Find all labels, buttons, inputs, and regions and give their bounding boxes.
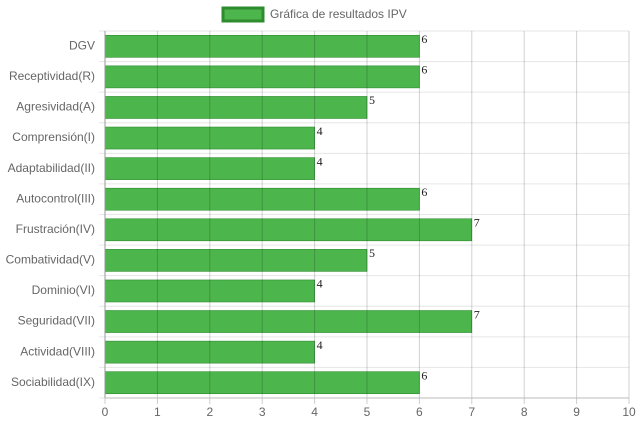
- category-label: Adaptabilidad(II): [8, 161, 95, 175]
- category-label: Actividad(VIII): [20, 344, 95, 358]
- x-tick-label: 2: [206, 405, 213, 419]
- x-tick-label: 0: [102, 405, 109, 419]
- data-label: 6: [421, 185, 427, 199]
- bar: [104, 96, 368, 119]
- data-label: 4: [317, 124, 323, 138]
- data-label: 7: [474, 307, 480, 321]
- category-label: Sociabilidad(IX): [11, 375, 95, 389]
- bar: [104, 310, 473, 333]
- data-label: 7: [474, 216, 480, 230]
- x-tick-label: 5: [364, 405, 371, 419]
- legend-label[interactable]: Gráfica de resultados IPV: [270, 7, 407, 21]
- data-label: 4: [317, 277, 323, 291]
- data-label: 4: [317, 154, 323, 168]
- category-label: Autocontrol(III): [16, 191, 95, 205]
- legend-swatch[interactable]: [221, 6, 265, 23]
- x-tick-label: 7: [468, 405, 475, 419]
- data-label: 6: [421, 368, 427, 382]
- data-label: 6: [421, 32, 427, 46]
- x-tick-label: 6: [416, 405, 423, 419]
- category-label: Frustración(IV): [16, 222, 95, 236]
- data-label: 4: [317, 338, 323, 352]
- bar: [104, 249, 368, 272]
- data-label: 5: [369, 93, 375, 107]
- data-label: 5: [369, 246, 375, 260]
- category-label: Combatividad(V): [6, 253, 95, 267]
- category-label: Seguridad(VII): [18, 314, 95, 328]
- category-label: Receptividad(R): [9, 69, 95, 83]
- x-tick-label: 3: [259, 405, 266, 419]
- category-label: DGV: [69, 38, 95, 52]
- x-tick-label: 10: [622, 405, 636, 419]
- x-tick-label: 4: [311, 405, 318, 419]
- category-label: Agresividad(A): [16, 100, 95, 114]
- x-tick-label: 9: [573, 405, 580, 419]
- bar: [104, 218, 473, 242]
- data-label: 6: [421, 63, 427, 77]
- category-label: Comprensión(I): [12, 130, 95, 144]
- x-tick-label: 8: [521, 405, 528, 419]
- x-tick-label: 1: [154, 405, 161, 419]
- category-label: Dominio(VI): [32, 283, 95, 297]
